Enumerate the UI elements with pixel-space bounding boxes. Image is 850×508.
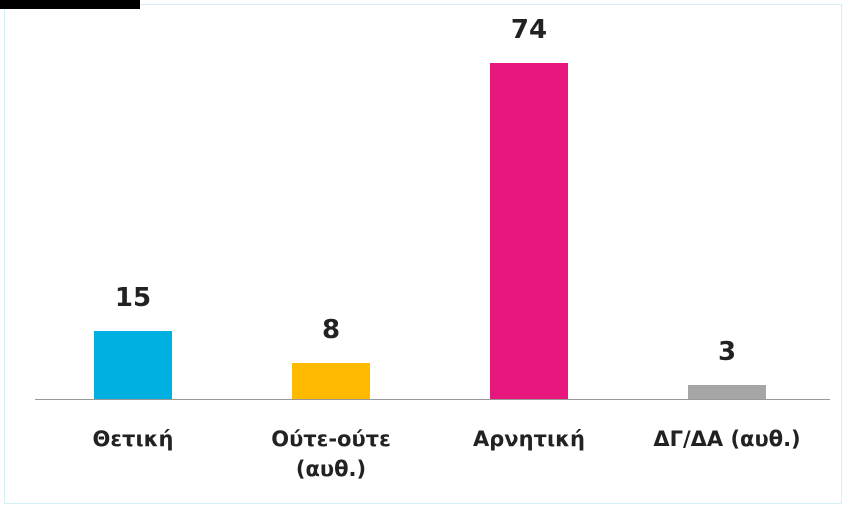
data-label: 74 bbox=[510, 15, 548, 46]
header-bar bbox=[0, 0, 140, 9]
data-label: 3 bbox=[717, 337, 737, 368]
x-tick-label: Ούτε-ούτε (αυθ.) bbox=[271, 427, 391, 481]
bar bbox=[292, 362, 370, 399]
x-tick-label: ΔΓ/ΔΑ (αυθ.) bbox=[653, 427, 801, 451]
data-label: 8 bbox=[321, 314, 341, 345]
x-tick-label: Θετική bbox=[92, 427, 174, 451]
baseline bbox=[35, 399, 830, 400]
bar bbox=[490, 63, 568, 399]
bar bbox=[94, 330, 172, 399]
chart-frame bbox=[4, 4, 842, 504]
bar bbox=[688, 385, 766, 399]
data-label: 15 bbox=[114, 282, 152, 313]
x-tick-label: Αρνητική bbox=[473, 427, 585, 451]
